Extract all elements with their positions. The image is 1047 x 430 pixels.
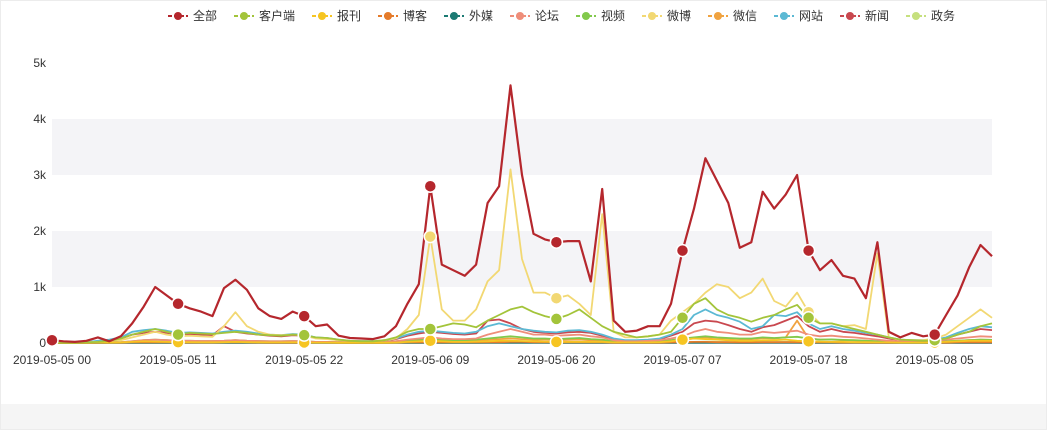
- y-tick-label: 1k: [33, 280, 47, 294]
- legend-label: 新闻: [865, 8, 889, 23]
- legend-label: 博客: [403, 8, 427, 23]
- legend-marker: [384, 12, 392, 20]
- grid-bands: [52, 63, 992, 343]
- legend-label: 微博: [667, 8, 691, 23]
- legend-label: 网站: [799, 9, 823, 23]
- legend-item[interactable]: 博客: [378, 8, 427, 23]
- legend-item[interactable]: 客户端: [234, 8, 295, 23]
- legend-label: 微信: [733, 9, 757, 23]
- y-tick-label: 3k: [33, 168, 47, 182]
- y-axis: 0 1k 2k 3k 4k 5k: [33, 56, 47, 350]
- x-tick-label: 2019-05-06 09: [391, 353, 469, 367]
- series-point[interactable]: [45, 333, 59, 347]
- series-point[interactable]: [927, 327, 942, 342]
- legend-item[interactable]: 论坛: [510, 9, 559, 23]
- legend-marker: [318, 12, 326, 20]
- y-tick-label: 2k: [33, 224, 47, 238]
- legend-marker: [516, 12, 524, 20]
- legend-label: 政务: [931, 8, 955, 23]
- series-point[interactable]: [423, 229, 438, 244]
- series-point[interactable]: [171, 327, 185, 342]
- series-point[interactable]: [675, 243, 690, 258]
- legend-marker: [912, 12, 920, 20]
- legend-item[interactable]: 报刊: [312, 8, 361, 23]
- series-lines: [51, 84, 993, 344]
- legend-label: 视频: [601, 8, 625, 23]
- legend-marker: [582, 12, 590, 20]
- series-point[interactable]: [549, 235, 564, 249]
- y-tick-label: 4k: [33, 112, 47, 126]
- legend-marker: [648, 12, 656, 20]
- x-tick-label: 2019-05-08 05: [896, 353, 974, 367]
- legend-marker: [174, 12, 182, 20]
- x-axis: 2019-05-05 00 2019-05-05 11 2019-05-05 22 2…: [13, 343, 992, 367]
- legend-label: 报刊: [337, 8, 361, 23]
- series-line[interactable]: [51, 297, 993, 344]
- legend-item[interactable]: 视频: [576, 8, 625, 23]
- series-point[interactable]: [297, 328, 311, 342]
- legend-label: 客户端: [259, 8, 295, 23]
- series-point[interactable]: [423, 322, 438, 336]
- legend: 全部 客户端 报刊 博客 外媒 论坛 视频 微博 微信 网站 新闻 政务: [168, 8, 955, 23]
- series-markers: [45, 179, 942, 350]
- series-line[interactable]: [51, 337, 992, 344]
- x-tick-label: 2019-05-07 18: [770, 353, 848, 367]
- series-point[interactable]: [549, 291, 564, 305]
- legend-marker: [846, 12, 854, 20]
- legend-label: 全部: [193, 8, 217, 23]
- legend-item[interactable]: 微信: [708, 9, 757, 23]
- series-point[interactable]: [423, 179, 438, 193]
- series-line[interactable]: [51, 84, 993, 343]
- legend-item[interactable]: 政务: [906, 8, 955, 23]
- grid-band: [52, 63, 992, 119]
- grid-band: [52, 119, 992, 175]
- series-point[interactable]: [675, 311, 690, 325]
- legend-item[interactable]: 新闻: [840, 8, 889, 23]
- legend-item[interactable]: 网站: [774, 9, 823, 23]
- legend-marker: [450, 12, 458, 20]
- series-point[interactable]: [171, 297, 185, 311]
- legend-item[interactable]: 微博: [642, 8, 691, 23]
- x-tick-label: 2019-05-05 11: [140, 353, 218, 367]
- legend-item[interactable]: 外媒: [444, 9, 493, 23]
- series-line[interactable]: [51, 328, 993, 344]
- y-tick-label: 5k: [33, 56, 47, 70]
- legend-item[interactable]: 全部: [168, 8, 217, 23]
- legend-label: 外媒: [469, 9, 493, 23]
- series-point[interactable]: [549, 312, 564, 326]
- series-point[interactable]: [675, 332, 690, 347]
- y-tick-label: 0: [39, 336, 46, 350]
- data-zoom-band[interactable]: [1, 404, 1046, 429]
- legend-marker: [780, 12, 788, 20]
- x-tick-label: 2019-05-05 00: [13, 353, 91, 367]
- series-point[interactable]: [549, 335, 564, 349]
- series-point[interactable]: [801, 311, 816, 325]
- x-tick-label: 2019-05-07 07: [643, 353, 721, 367]
- legend-label: 论坛: [535, 9, 559, 23]
- grid-band: [52, 175, 992, 231]
- legend-marker: [714, 12, 722, 20]
- series-point[interactable]: [801, 334, 816, 349]
- x-tick-label: 2019-05-05 22: [265, 353, 343, 367]
- series-point[interactable]: [423, 334, 438, 348]
- legend-marker: [240, 12, 248, 20]
- series-point[interactable]: [297, 309, 311, 323]
- series-point[interactable]: [801, 243, 816, 258]
- x-tick-label: 2019-05-06 20: [517, 353, 595, 367]
